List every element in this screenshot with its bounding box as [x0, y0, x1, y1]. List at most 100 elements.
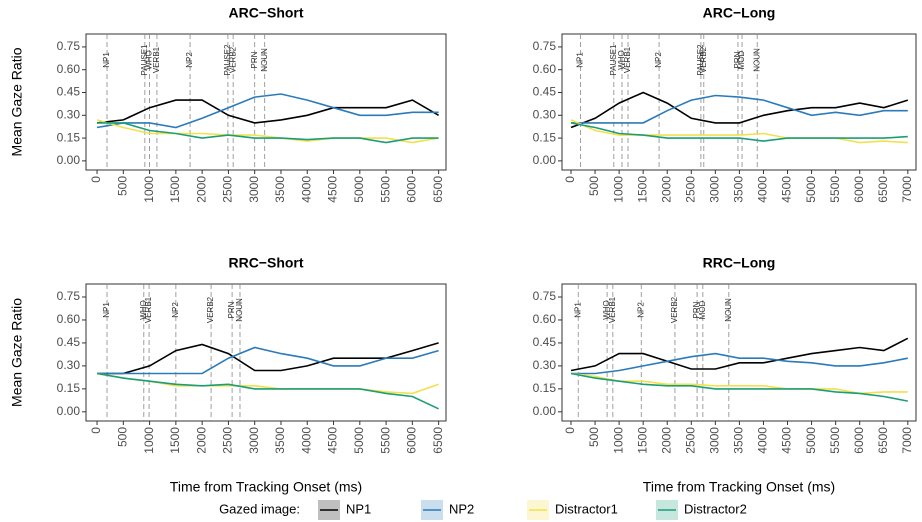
x-tick-label: 500 — [115, 176, 129, 196]
y-tick-label: 0.30 — [57, 107, 81, 121]
panel-title: ARC−Long — [703, 5, 776, 21]
series-line — [570, 91, 909, 129]
legend-label: Distractor2 — [684, 501, 747, 516]
x-tick-label: 4000 — [756, 427, 770, 454]
x-tick-label: 5500 — [828, 427, 842, 454]
x-tick-label: 0 — [89, 176, 103, 183]
x-tick-label: 2500 — [683, 427, 697, 454]
x-tick-label: 4000 — [299, 176, 313, 203]
event-label: VERB1 — [152, 46, 161, 73]
event-label: MOD — [737, 50, 746, 69]
y-tick-label: 0.75 — [57, 289, 81, 303]
series-line — [97, 122, 439, 144]
y-tick-label: 0.15 — [57, 381, 81, 395]
y-tick-label: 0.75 — [533, 39, 557, 53]
event-label: VERB2 — [228, 46, 237, 73]
x-tick-label: 1000 — [611, 427, 625, 454]
y-tick-label: 0.00 — [533, 153, 557, 167]
y-tick-label: 0.60 — [533, 312, 557, 326]
series-line — [96, 93, 439, 129]
event-label: NP1 — [576, 52, 585, 68]
y-tick-label: 0.45 — [57, 335, 81, 349]
x-tick-label: 500 — [115, 427, 129, 447]
x-tick-label: 1000 — [142, 427, 156, 454]
x-tick-label: 1000 — [611, 176, 625, 203]
series-line — [570, 372, 908, 402]
event-label: NP2 — [654, 52, 663, 68]
x-tick-label: 2500 — [221, 176, 235, 203]
x-tick-label: 4000 — [756, 176, 770, 203]
y-tick-label: 0.00 — [57, 153, 81, 167]
y-tick-label: 0.00 — [533, 404, 557, 418]
event-label: PRN — [250, 51, 259, 68]
event-label: PAUSE2 — [223, 44, 232, 76]
x-tick-label: 3000 — [708, 176, 722, 203]
y-tick-label: 0.60 — [57, 62, 81, 76]
x-tick-label: 4500 — [780, 176, 794, 203]
x-tick-label: 2000 — [194, 427, 208, 454]
x-tick-label: 5000 — [804, 176, 818, 203]
x-tick-label: 2000 — [659, 427, 673, 454]
y-tick-label: 0.45 — [57, 85, 81, 99]
y-tick-label: 0.45 — [533, 85, 557, 99]
x-tick-label: 3000 — [247, 176, 261, 203]
event-label: NOUN — [752, 48, 761, 72]
x-tick-label: 4500 — [780, 427, 794, 454]
y-tick-label: 0.30 — [533, 358, 557, 372]
series-line — [571, 352, 908, 375]
legend-title: Gazed image: — [219, 501, 300, 516]
panel-title: ARC−Short — [228, 5, 303, 21]
event-label: NP1 — [102, 52, 111, 68]
y-tick-label: 0.75 — [533, 289, 557, 303]
x-tick-label: 6500 — [431, 427, 445, 454]
x-tick-label: 6500 — [876, 176, 890, 203]
x-tick-label: 7000 — [900, 427, 914, 454]
x-tick-label: 1500 — [635, 176, 649, 203]
legend-label: NP2 — [449, 501, 474, 516]
event-label: WHO — [145, 50, 154, 70]
event-label: NP2 — [171, 302, 180, 318]
x-tick-label: 6500 — [431, 176, 445, 203]
series-line — [570, 337, 909, 372]
x-tick-label: 5500 — [378, 427, 392, 454]
plot-border — [561, 283, 917, 422]
series-line — [571, 94, 908, 124]
series-line — [570, 122, 908, 142]
x-tick-label: 5500 — [828, 176, 842, 203]
y-tick-label: 0.30 — [533, 107, 557, 121]
event-label: MOD — [698, 300, 707, 319]
event-label: PAUSE2 — [696, 44, 705, 76]
event-label: WHO — [602, 300, 611, 320]
x-tick-label: 0 — [89, 427, 103, 434]
event-label: PRN — [227, 301, 236, 318]
x-tick-label: 6000 — [405, 176, 419, 203]
y-tick-label: 0.75 — [57, 39, 81, 53]
event-label: NP1 — [573, 302, 582, 318]
legend-label: NP1 — [346, 501, 371, 516]
x-tick-label: 4500 — [326, 427, 340, 454]
event-label: VERB1 — [623, 46, 632, 73]
x-tick-label: 5000 — [352, 427, 366, 454]
series-line — [96, 119, 439, 144]
y-axis-title: Mean Gaze Ratio — [9, 298, 25, 407]
y-tick-label: 0.30 — [57, 358, 81, 372]
event-label: VERB1 — [144, 296, 153, 323]
series-line — [570, 372, 908, 395]
x-axis-title: Time from Tracking Onset (ms) — [643, 479, 835, 495]
x-tick-label: 3500 — [273, 176, 287, 203]
x-axis-title: Time from Tracking Onset (ms) — [170, 479, 362, 495]
x-tick-label: 3500 — [732, 427, 746, 454]
x-tick-label: 6000 — [405, 427, 419, 454]
plot-border — [561, 33, 917, 171]
y-tick-label: 0.60 — [57, 312, 81, 326]
event-label: WHO — [139, 300, 148, 320]
x-tick-label: 1500 — [635, 427, 649, 454]
x-tick-label: 4500 — [326, 176, 340, 203]
panel-title: RRC−Short — [228, 255, 303, 271]
x-tick-label: 500 — [587, 176, 601, 196]
x-tick-label: 6000 — [852, 176, 866, 203]
x-tick-label: 6000 — [852, 427, 866, 454]
x-tick-label: 7000 — [900, 176, 914, 203]
event-label: PAUSE1 — [609, 44, 618, 76]
